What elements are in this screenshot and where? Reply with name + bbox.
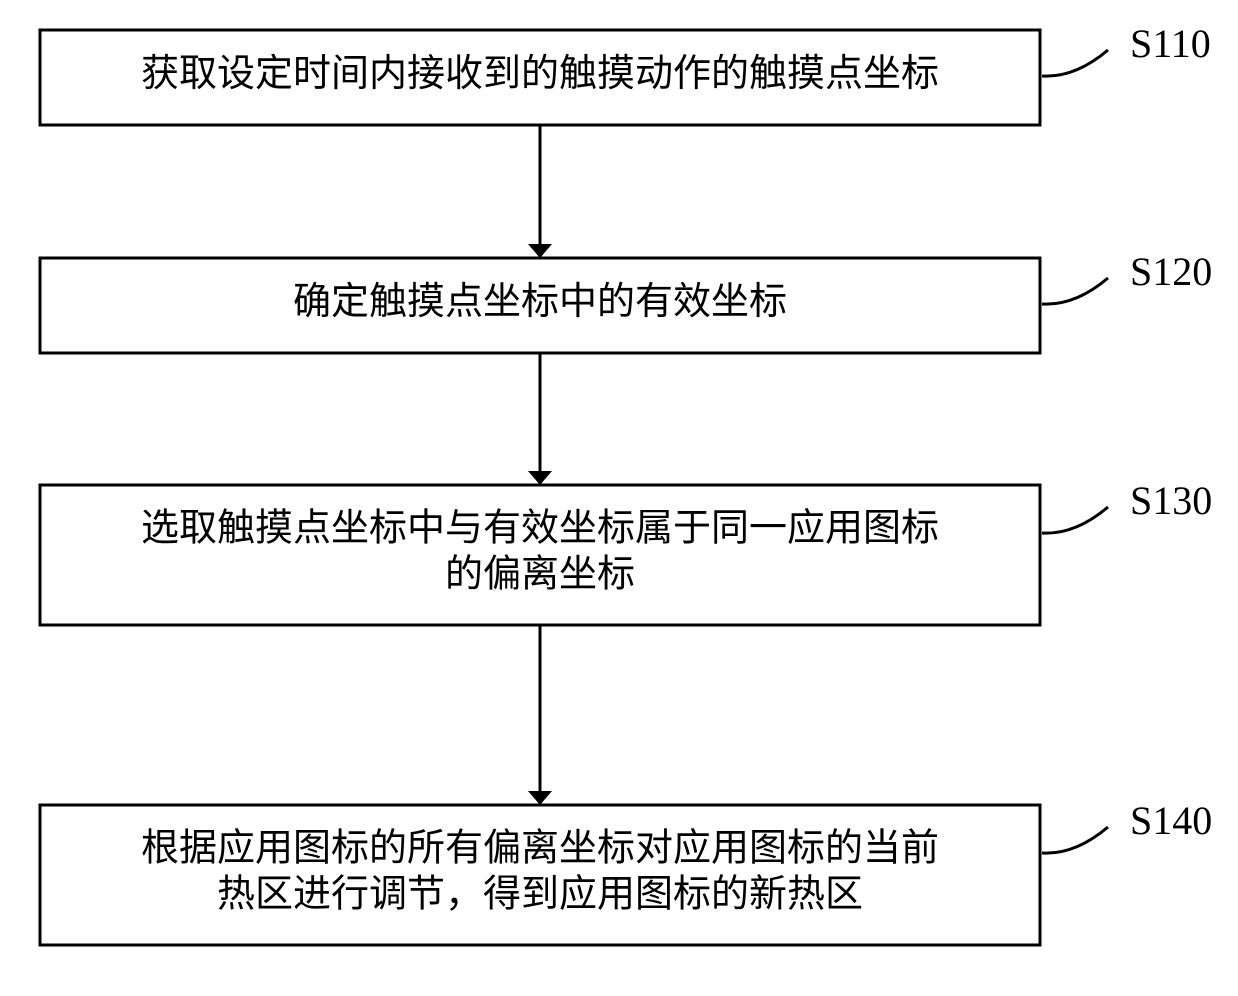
step-label-b4: S140 — [1130, 798, 1212, 843]
step-text-b3-line0: 选取触摸点坐标中与有效坐标属于同一应用图标 — [141, 508, 939, 550]
leader-b3 — [1042, 507, 1108, 533]
step-text-b1-line0: 获取设定时间内接收到的触摸动作的触摸点坐标 — [141, 53, 939, 95]
arrowhead-b3-b4 — [528, 791, 552, 805]
arrowhead-b2-b3 — [528, 471, 552, 485]
step-text-b3-line1: 的偏离坐标 — [445, 554, 635, 596]
flowchart-canvas: 获取设定时间内接收到的触摸动作的触摸点坐标 S110 确定触摸点坐标中的有效坐标 S1… — [0, 0, 1238, 996]
arrowhead-b1-b2 — [528, 244, 552, 258]
step-label-b3: S130 — [1130, 478, 1212, 523]
step-text-b4-line1: 热区进行调节，得到应用图标的新热区 — [217, 874, 863, 916]
step-label-b2: S120 — [1130, 249, 1212, 294]
step-label-b1: S110 — [1130, 21, 1211, 66]
leader-b1 — [1042, 50, 1108, 76]
leader-b4 — [1042, 827, 1108, 853]
leader-b2 — [1042, 278, 1108, 304]
step-text-b4-line0: 根据应用图标的所有偏离坐标对应用图标的当前 — [141, 828, 939, 870]
step-text-b2-line0: 确定触摸点坐标中的有效坐标 — [293, 281, 787, 323]
